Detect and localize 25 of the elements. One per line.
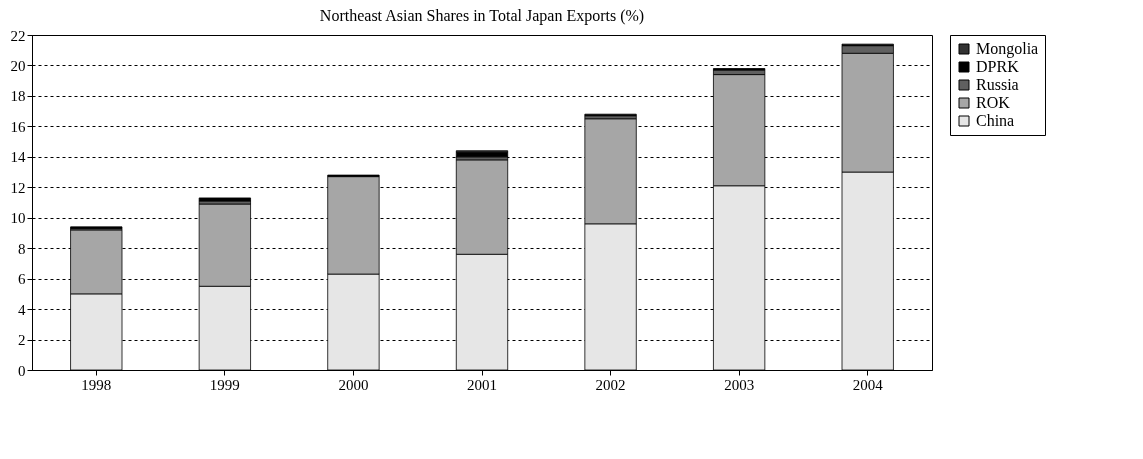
x-tick-label: 2001 <box>467 376 497 393</box>
y-tick-label: 10 <box>10 210 26 227</box>
legend-label: DPRK <box>976 58 1020 75</box>
y-tick-label: 14 <box>10 149 26 166</box>
y-tick-label: 16 <box>10 118 26 135</box>
y-tick-label: 12 <box>10 179 26 196</box>
x-tick-label: 2003 <box>724 376 755 393</box>
x-tick-label: 2002 <box>595 376 626 393</box>
chart-title: Northeast Asian Shares in Total Japan Exports (%) <box>319 7 645 25</box>
x-tick-label: 1998 <box>81 376 112 393</box>
y-tick-label: 20 <box>10 57 26 74</box>
legend-label: Mongolia <box>976 40 1039 58</box>
y-tick-label: 6 <box>18 271 26 288</box>
legend-label: ROK <box>976 94 1011 111</box>
legend-label: China <box>976 112 1015 129</box>
x-tick-label: 1999 <box>209 376 240 393</box>
x-tick-label: 2000 <box>338 376 369 393</box>
y-tick-label: 0 <box>18 362 26 379</box>
y-tick-label: 18 <box>10 88 26 105</box>
y-tick-label: 2 <box>18 332 26 349</box>
y-tick-label: 4 <box>18 301 26 318</box>
y-tick-label: 22 <box>10 27 26 44</box>
legend-label: Russia <box>976 76 1019 93</box>
y-tick-label: 8 <box>18 240 26 257</box>
x-tick-label: 2004 <box>852 376 884 393</box>
